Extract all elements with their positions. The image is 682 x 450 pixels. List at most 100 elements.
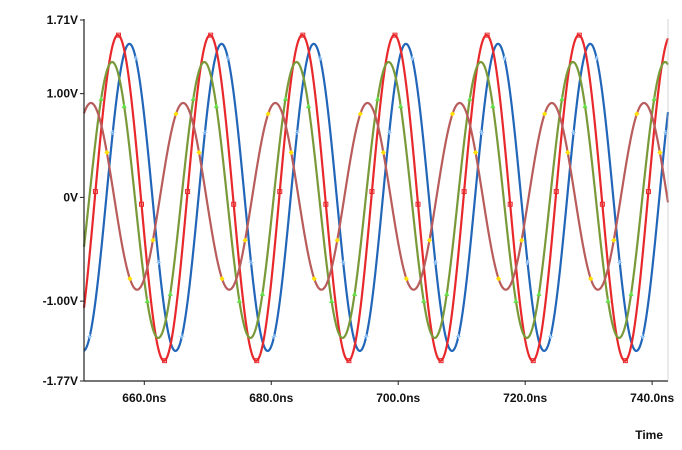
series-1-marker-4 [185,189,191,195]
x-tick-label-2: 700.0ns [376,391,420,405]
series-3-marker-7 [265,111,271,117]
series-0-marker-8 [271,333,277,339]
series-0-marker-23 [617,259,623,265]
series-1-marker-14 [415,201,421,207]
series-0-marker-1 [110,129,116,135]
series-3-marker-24 [657,149,663,156]
series-2-marker-3 [167,291,173,296]
series-2-marker-16 [467,96,473,101]
series-3-marker-1 [127,276,133,282]
axis-ticks: 1.71V 1.00V 0V -1.00V -1.77V 660.0ns 680.0ns 70… [43,13,675,405]
series-markers [87,32,669,364]
series-1-marker-17 [484,32,490,38]
series-1-marker-1 [115,32,121,38]
series-3-marker-15 [449,111,456,117]
axes [83,19,669,382]
series-0-marker-6 [225,55,231,61]
series-2-marker-6 [236,298,242,304]
series-0-marker-5 [202,129,208,135]
series-0-marker-17 [478,129,484,135]
series-2-marker-10 [328,298,335,304]
series-0-marker-21 [571,129,577,135]
series-1-marker-23 [622,358,628,364]
series-0-marker-15 [432,259,438,265]
y-tick-label-3: -1.00V [43,294,78,308]
series-2-marker-8 [282,96,289,101]
series-1-marker-9 [300,32,306,38]
series-3-marker-13 [403,276,410,282]
series-3-marker-19 [542,111,548,117]
series-line-1 [82,33,670,362]
series-0-marker-18 [501,55,507,61]
series-2-marker-14 [421,298,427,304]
series-2-marker-9 [305,103,312,109]
series-2-marker-20 [559,96,565,101]
series-3-marker-22 [611,237,617,243]
series-2-marker-13 [398,103,404,109]
series-0-marker-19 [525,259,531,265]
series-0-marker-7 [248,259,254,265]
series-0-marker-3 [156,259,162,265]
series-2-marker-21 [582,103,588,109]
series-1-marker-8 [277,189,283,195]
series-2-marker-2 [144,298,150,304]
series-3-marker-20 [565,149,571,156]
series-line-3 [82,101,670,291]
series-0-marker-2 [133,55,139,61]
series-1-marker-24 [645,189,651,195]
series-1-marker-19 [530,358,536,364]
series-1-marker-6 [231,201,237,207]
series-1-marker-15 [438,358,444,364]
series-0-marker-11 [340,259,346,265]
series-3-marker-16 [472,149,479,156]
series-1-marker-3 [162,358,168,364]
series-1-marker-22 [599,201,605,207]
series-3-marker-18 [519,237,525,243]
series-0-marker-4 [179,333,185,339]
series-1-marker-2 [139,201,145,207]
series-3-marker-0 [104,149,110,156]
series-0-marker-24 [640,333,646,339]
series-1-marker-21 [576,32,582,38]
series-3-marker-17 [495,276,502,282]
series-2-marker-18 [513,298,519,304]
series-0-marker-12 [363,333,369,339]
series-3-marker-23 [634,111,640,117]
series-3-marker-12 [380,149,386,156]
series-0-marker-16 [455,333,461,339]
series-1-marker-20 [553,189,559,195]
y-tick-label-1: 1.00V [47,87,78,101]
series-3-marker-21 [588,276,594,282]
series-2-marker-15 [444,291,450,296]
series-line-0 [83,42,670,353]
y-tick-label-0: 1.71V [47,13,78,27]
series-2-marker-12 [375,96,381,101]
series-3-marker-9 [311,276,317,282]
y-tick-label-4: -1.77V [43,374,78,388]
series-3-marker-4 [196,149,202,156]
series-2-marker-7 [259,291,266,296]
series-2-marker-1 [121,103,127,109]
series-3-marker-10 [334,237,340,243]
series-2-marker-0 [98,96,104,101]
series-3-marker-5 [219,276,225,282]
series-line-2 [82,60,669,340]
series-2-marker-4 [190,96,196,101]
series-1-marker-5 [208,32,214,38]
x-tick-label-4: 740.0ns [630,391,674,405]
series-3-marker-3 [173,111,179,117]
series-1-marker-18 [507,201,513,207]
series-3-marker-2 [150,237,156,243]
series-0-marker-14 [409,55,415,61]
series-2-marker-11 [352,291,358,296]
series-lines [82,33,670,362]
series-2-marker-23 [628,291,634,296]
series-0-marker-0 [87,333,93,339]
x-axis-title: Time [635,428,663,442]
series-1-marker-7 [254,358,260,364]
series-3-marker-11 [357,111,363,117]
series-1-marker-13 [392,32,398,38]
series-2-marker-24 [651,96,657,101]
